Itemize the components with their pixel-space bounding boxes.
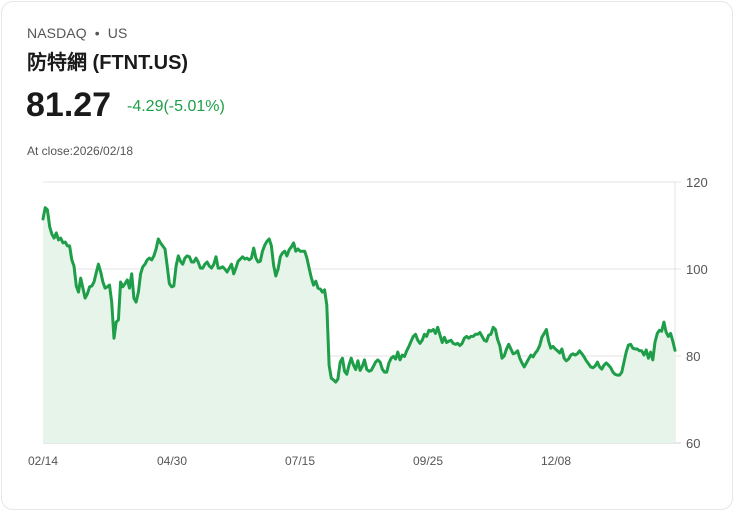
current-price: 81.27: [26, 86, 112, 124]
region: US: [107, 25, 128, 41]
price-line[interactable]: [41, 206, 677, 384]
y-tick-label: 120: [686, 175, 708, 190]
price-area-fill: [43, 207, 675, 443]
exchange-name: NASDAQ: [27, 25, 87, 41]
x-tick-label: 04/30: [157, 454, 187, 468]
x-tick-label: 07/15: [285, 454, 315, 468]
x-tick-label: 09/25: [413, 454, 443, 468]
y-tick-label: 60: [686, 436, 700, 451]
y-tick-label: 100: [686, 262, 708, 277]
y-tick-label: 80: [686, 349, 700, 364]
x-tick-label: 12/08: [541, 454, 571, 468]
separator-dot: •: [94, 25, 100, 41]
y-axis-labels: 120 100 80 60: [686, 175, 708, 451]
close-date: At close:2026/02/18: [27, 144, 134, 158]
x-tick-label: 02/14: [28, 454, 58, 468]
stock-title: 防特網 (FTNT.US): [27, 52, 189, 74]
x-axis-labels: 02/14 04/30 07/15 09/25 12/08: [28, 454, 571, 468]
exchange-line: NASDAQ • US: [27, 25, 127, 41]
price-change: -4.29(-5.01%): [127, 98, 225, 115]
